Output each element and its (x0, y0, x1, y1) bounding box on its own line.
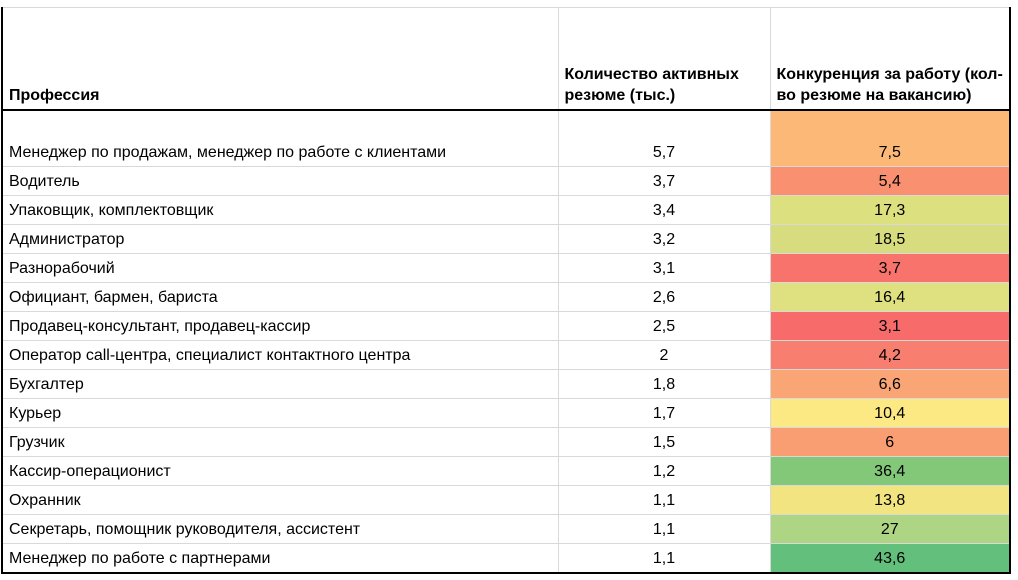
competition-cell: 27 (770, 514, 1011, 544)
profession-cell: Водитель (2, 166, 559, 196)
active-resumes-cell: 3,7 (558, 166, 771, 196)
table-wrap: Профессия Количество активных резюме (ты… (1, 7, 1011, 574)
profession-cell: Курьер (2, 398, 559, 428)
profession-cell: Официант, бармен, бариста (2, 282, 559, 312)
profession-cell: Охранник (2, 485, 559, 515)
table-row: Секретарь, помощник руководителя, ассист… (2, 514, 1011, 544)
table-row: Бухгалтер 1,8 6,6 (2, 369, 1011, 399)
active-resumes-cell: 1,8 (558, 369, 771, 399)
table-header: Профессия Количество активных резюме (ты… (2, 7, 1011, 111)
table-row: Продавец-консультант, продавец-кассир 2,5… (2, 311, 1011, 341)
competition-cell: 6,6 (770, 369, 1011, 399)
table-row: Кассир-операционист 1,2 36,4 (2, 456, 1011, 486)
active-resumes-cell: 3,2 (558, 224, 771, 254)
profession-cell: Менеджер по продажам, менеджер по работе… (2, 110, 559, 167)
competition-cell: 6 (770, 427, 1011, 457)
column-header-active-resumes: Количество активных резюме (тыс.) (558, 7, 771, 111)
active-resumes-cell: 1,1 (558, 543, 771, 574)
competition-cell: 3,1 (770, 311, 1011, 341)
competition-cell: 3,7 (770, 253, 1011, 283)
table-row: Менеджер по продажам, менеджер по работе… (2, 110, 1011, 167)
profession-cell: Упаковщик, комплектовщик (2, 195, 559, 225)
profession-cell: Оператор call-центра, специалист контакт… (2, 340, 559, 370)
competition-cell: 36,4 (770, 456, 1011, 486)
table-body: Менеджер по продажам, менеджер по работе… (2, 110, 1011, 574)
table-row: Курьер 1,7 10,4 (2, 398, 1011, 428)
profession-cell: Грузчик (2, 427, 559, 457)
profession-cell: Администратор (2, 224, 559, 254)
active-resumes-cell: 3,1 (558, 253, 771, 283)
table-row: Грузчик 1,5 6 (2, 427, 1011, 457)
table-row: Водитель 3,7 5,4 (2, 166, 1011, 196)
table-row: Упаковщик, комплектовщик 3,4 17,3 (2, 195, 1011, 225)
active-resumes-cell: 2,6 (558, 282, 771, 312)
table-row: Охранник 1,1 13,8 (2, 485, 1011, 515)
profession-cell: Менеджер по работе с партнерами (2, 543, 559, 574)
active-resumes-cell: 2,5 (558, 311, 771, 341)
active-resumes-cell: 1,1 (558, 514, 771, 544)
competition-cell: 5,4 (770, 166, 1011, 196)
competition-cell: 17,3 (770, 195, 1011, 225)
profession-cell: Секретарь, помощник руководителя, ассист… (2, 514, 559, 544)
active-resumes-cell: 1,5 (558, 427, 771, 457)
profession-cell: Кассир-операционист (2, 456, 559, 486)
professions-table: Профессия Количество активных резюме (ты… (1, 7, 1011, 574)
competition-cell: 13,8 (770, 485, 1011, 515)
table-row: Администратор 3,2 18,5 (2, 224, 1011, 254)
active-resumes-cell: 2 (558, 340, 771, 370)
active-resumes-cell: 5,7 (558, 110, 771, 167)
active-resumes-cell: 1,1 (558, 485, 771, 515)
active-resumes-cell: 3,4 (558, 195, 771, 225)
profession-cell: Продавец-консультант, продавец-кассир (2, 311, 559, 341)
column-header-competition: Конкуренция за работу (кол-во резюме на … (770, 7, 1011, 111)
competition-cell: 18,5 (770, 224, 1011, 254)
table-row: Менеджер по работе с партнерами 1,1 43,6 (2, 543, 1011, 574)
table-row: Оператор call-центра, специалист контакт… (2, 340, 1011, 370)
header-row: Профессия Количество активных резюме (ты… (2, 7, 1011, 111)
competition-cell: 43,6 (770, 543, 1011, 574)
profession-cell: Бухгалтер (2, 369, 559, 399)
table-row: Официант, бармен, бариста 2,6 16,4 (2, 282, 1011, 312)
column-header-profession: Профессия (2, 7, 559, 111)
competition-cell: 16,4 (770, 282, 1011, 312)
competition-cell: 4,2 (770, 340, 1011, 370)
profession-cell: Разнорабочий (2, 253, 559, 283)
competition-cell: 10,4 (770, 398, 1011, 428)
active-resumes-cell: 1,7 (558, 398, 771, 428)
active-resumes-cell: 1,2 (558, 456, 771, 486)
competition-cell: 7,5 (770, 110, 1011, 167)
table-row: Разнорабочий 3,1 3,7 (2, 253, 1011, 283)
